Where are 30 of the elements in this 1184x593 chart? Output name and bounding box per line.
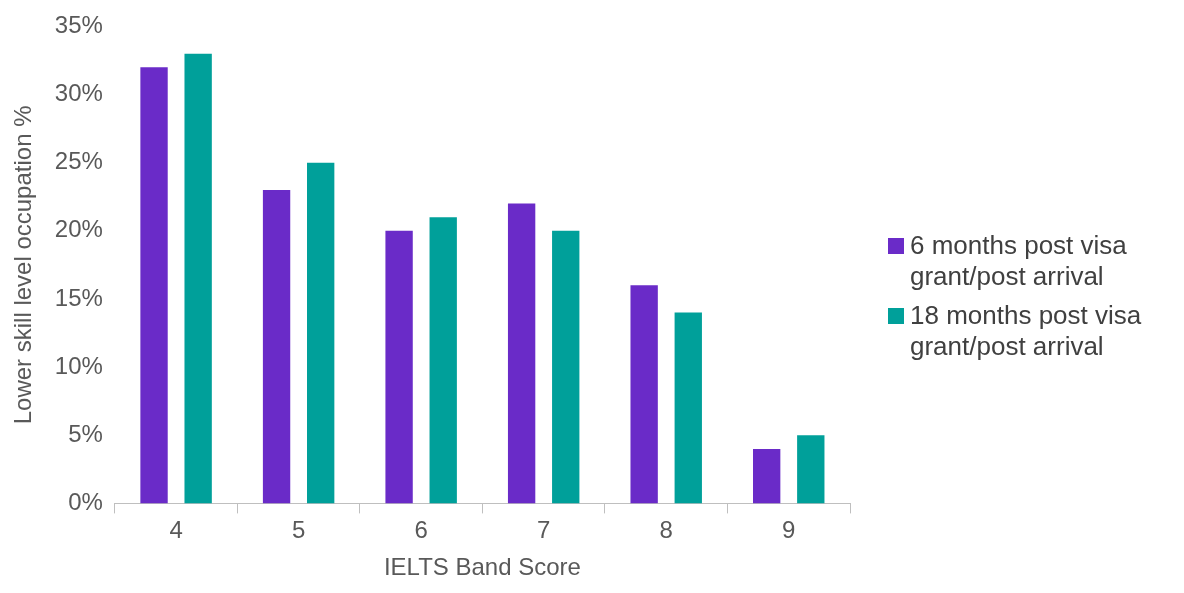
x-tick-label: 4: [169, 516, 183, 544]
bar: [184, 53, 212, 504]
bar: [674, 312, 702, 504]
y-tick-label: 15%: [54, 283, 103, 311]
y-tick-label: 25%: [54, 147, 103, 175]
y-tick-label: 5%: [68, 419, 103, 447]
y-tick-label: 20%: [54, 215, 103, 243]
x-tick-label: 8: [659, 516, 673, 544]
bar: [753, 448, 781, 504]
y-tick-label: 30%: [54, 79, 103, 107]
bar: [797, 435, 825, 504]
y-tick-label: 0%: [68, 488, 103, 516]
x-tick-label: 9: [782, 516, 796, 544]
y-tick-label: 10%: [54, 351, 103, 379]
bar: [552, 230, 580, 504]
y-tick-label: 35%: [54, 11, 103, 39]
y-axis-title: Lower skill level occupation %: [9, 105, 37, 425]
x-tick-label: 5: [291, 516, 306, 544]
bar: [262, 189, 291, 504]
x-axis-title: IELTS Band Score: [383, 553, 581, 581]
bar: [429, 217, 457, 504]
legend-label: 18 months post visa grant/post arrival: [910, 300, 1143, 362]
bar: [630, 285, 658, 504]
x-tick-label: 7: [537, 516, 551, 544]
bar: [307, 162, 335, 504]
bar: [385, 230, 413, 504]
bar: [140, 67, 168, 504]
legend-label: 6 months post visa grant/post arrival: [910, 230, 1128, 292]
x-tick-label: 6: [414, 516, 428, 544]
bar: [507, 203, 536, 504]
